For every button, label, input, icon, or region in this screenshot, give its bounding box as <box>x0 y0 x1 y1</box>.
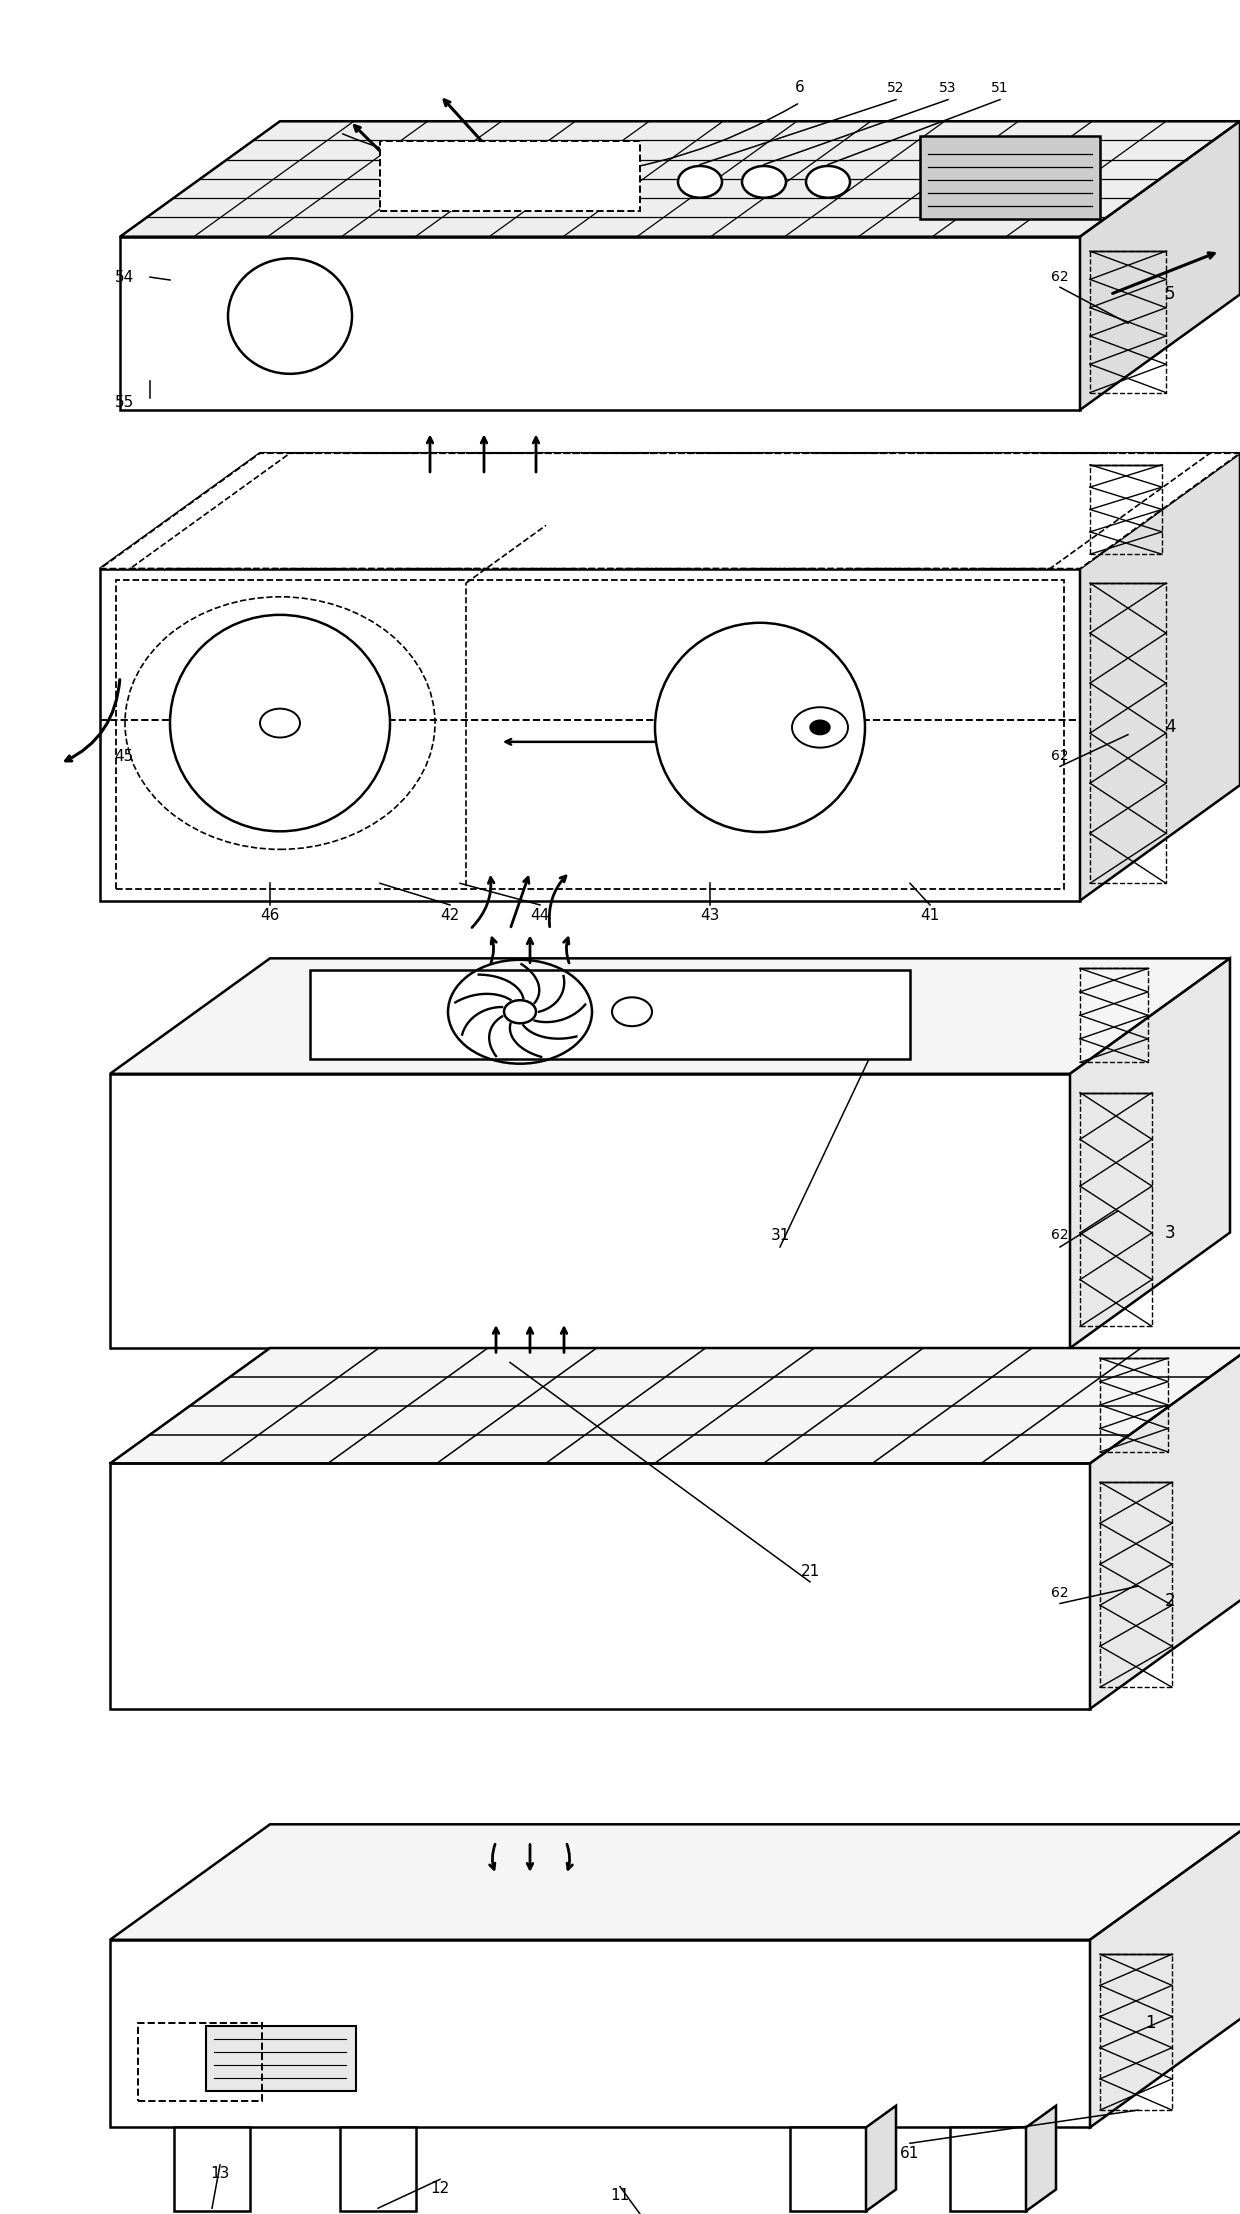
Polygon shape <box>120 237 1080 410</box>
Text: 2: 2 <box>1164 1592 1176 1610</box>
Polygon shape <box>1070 959 1230 1348</box>
Circle shape <box>742 166 786 197</box>
Text: 62: 62 <box>1052 270 1069 283</box>
Circle shape <box>678 166 722 197</box>
Polygon shape <box>174 2128 250 2212</box>
Polygon shape <box>110 1463 1090 1709</box>
Polygon shape <box>1080 454 1240 901</box>
Bar <box>206 2026 356 2092</box>
Bar <box>1090 465 1162 554</box>
Polygon shape <box>100 569 1080 901</box>
Polygon shape <box>379 142 640 210</box>
Text: 54: 54 <box>114 270 134 286</box>
Text: 4: 4 <box>1164 717 1176 737</box>
Polygon shape <box>1025 2106 1056 2212</box>
Bar <box>1100 1955 1172 2110</box>
Polygon shape <box>1080 122 1240 410</box>
Polygon shape <box>120 122 1240 237</box>
Circle shape <box>792 706 848 748</box>
Polygon shape <box>110 1074 1070 1348</box>
Text: 1: 1 <box>1145 2015 1156 2032</box>
Text: 62: 62 <box>1052 1587 1069 1601</box>
Polygon shape <box>790 2128 866 2212</box>
Circle shape <box>810 720 830 735</box>
Text: 51: 51 <box>991 82 1009 95</box>
Text: 45: 45 <box>114 748 134 764</box>
Text: 43: 43 <box>701 908 719 923</box>
Polygon shape <box>110 1939 1090 2128</box>
Text: 5: 5 <box>1164 286 1176 303</box>
Bar <box>1100 1481 1172 1687</box>
Text: 21: 21 <box>800 1565 820 1579</box>
Circle shape <box>613 996 652 1025</box>
Ellipse shape <box>170 615 391 830</box>
Polygon shape <box>1090 1348 1240 1709</box>
Text: 62: 62 <box>1052 1229 1069 1242</box>
Ellipse shape <box>228 259 352 374</box>
Bar <box>1080 968 1148 1063</box>
Polygon shape <box>340 2128 415 2212</box>
Bar <box>1090 250 1166 392</box>
Polygon shape <box>310 970 910 1058</box>
Text: 61: 61 <box>900 2145 920 2161</box>
Polygon shape <box>950 2128 1025 2212</box>
Polygon shape <box>110 959 1230 1074</box>
Polygon shape <box>110 1348 1240 1463</box>
Bar <box>1080 1092 1152 1326</box>
Bar <box>1090 582 1166 883</box>
Text: 55: 55 <box>114 394 134 410</box>
Text: 13: 13 <box>211 2165 229 2181</box>
Text: 12: 12 <box>430 2181 450 2196</box>
Text: 6: 6 <box>795 80 805 95</box>
Bar <box>138 2024 262 2101</box>
Text: 42: 42 <box>440 908 460 923</box>
Text: 31: 31 <box>770 1229 790 1242</box>
Polygon shape <box>866 2106 897 2212</box>
Text: 11: 11 <box>610 2187 630 2203</box>
Polygon shape <box>1090 1824 1240 2128</box>
Text: 3: 3 <box>1164 1224 1176 1242</box>
Bar <box>1100 1357 1168 1452</box>
Circle shape <box>806 166 849 197</box>
Polygon shape <box>110 1824 1240 1939</box>
Circle shape <box>503 1001 536 1023</box>
Polygon shape <box>100 454 1240 569</box>
Text: 52: 52 <box>888 82 905 95</box>
Circle shape <box>260 708 300 737</box>
Text: 53: 53 <box>939 82 957 95</box>
Text: 62: 62 <box>1052 748 1069 764</box>
Text: 46: 46 <box>260 908 280 923</box>
Ellipse shape <box>655 622 866 832</box>
Text: 44: 44 <box>531 908 549 923</box>
Text: 41: 41 <box>920 908 940 923</box>
Polygon shape <box>920 135 1100 219</box>
Polygon shape <box>100 454 1240 569</box>
